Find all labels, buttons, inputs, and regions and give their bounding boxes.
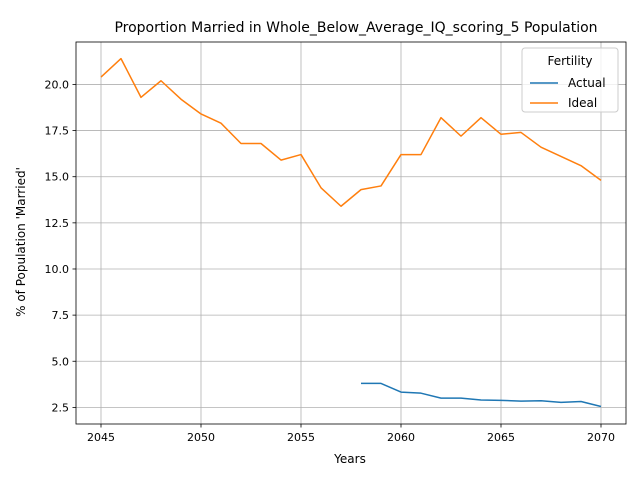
series-line-ideal (100, 57, 602, 207)
y-tick-label: 17.5 (45, 125, 70, 138)
x-tick-label: 2050 (187, 431, 215, 444)
series-line-actual (361, 382, 602, 408)
chart-title: Proportion Married in Whole_Below_Averag… (114, 20, 597, 36)
axes (75, 41, 627, 425)
tick-marks: 2045 2050 2055 2060 2065 2070 2.5 5.0 7.5 10.0 12.… (45, 78, 616, 444)
x-tick-label: 2065 (487, 431, 515, 444)
y-tick-label: 2.5 (52, 401, 70, 414)
y-tick-label: 20.0 (45, 78, 70, 91)
y-tick-label: 15.0 (45, 171, 70, 184)
x-tick-label: 2045 (87, 431, 115, 444)
x-tick-label: 2060 (387, 431, 415, 444)
x-tick-label: 2055 (287, 431, 315, 444)
legend-box (521, 47, 619, 113)
y-tick-label: 10.0 (45, 263, 70, 276)
legend-title: Fertility (547, 54, 592, 68)
y-tick-label: 7.5 (52, 309, 70, 322)
legend-label-actual: Actual (568, 76, 606, 90)
plot-frame (75, 41, 627, 425)
y-tick-label: 5.0 (52, 355, 70, 368)
series-lines (100, 57, 602, 408)
x-tick-label: 2070 (587, 431, 615, 444)
legend-label-ideal: Ideal (568, 96, 597, 110)
y-axis-label: % of Population 'Married' (14, 167, 28, 317)
y-tick-label: 12.5 (45, 217, 70, 230)
x-axis-label: Years (333, 452, 366, 466)
legend: Fertility Actual Ideal (521, 47, 619, 113)
